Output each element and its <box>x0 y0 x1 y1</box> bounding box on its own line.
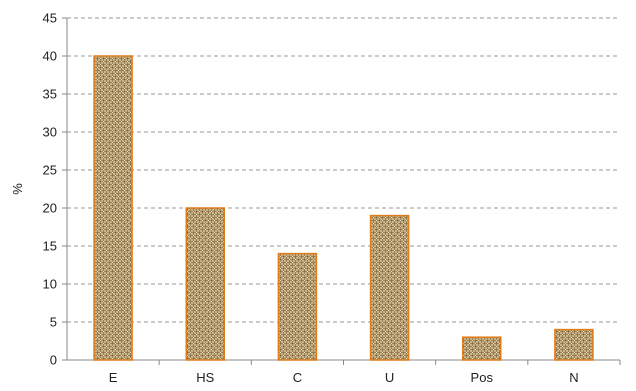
bar-n <box>554 328 594 361</box>
x-tick-label: HS <box>196 370 214 385</box>
bar-e <box>93 55 133 361</box>
y-tick-label: 40 <box>43 49 57 64</box>
bar-hs <box>185 207 225 361</box>
y-tick-label: 15 <box>43 239 57 254</box>
y-tick-label: 20 <box>43 201 57 216</box>
y-tick-label: 30 <box>43 125 57 140</box>
bar-c <box>277 252 318 361</box>
y-tick-label: 0 <box>50 353 57 368</box>
y-tick-label: 25 <box>43 163 57 178</box>
gridlines <box>67 17 620 323</box>
tick-labels: 0 5 10 15 20 25 30 35 40 45 E HS C U Pos N <box>43 11 579 386</box>
y-tick-label: 45 <box>43 11 57 26</box>
bars <box>93 55 594 361</box>
bar-u <box>369 214 410 361</box>
y-tick-label: 10 <box>43 277 57 292</box>
bar-pos <box>462 336 502 361</box>
x-tick-label: E <box>109 370 118 385</box>
axes <box>62 17 621 365</box>
x-tick-label: U <box>385 370 394 385</box>
y-axis-title: % <box>10 183 25 195</box>
y-tick-label: 35 <box>43 87 57 102</box>
x-tick-label: N <box>569 370 578 385</box>
x-tick-label: C <box>293 370 302 385</box>
x-tick-label: Pos <box>471 370 494 385</box>
y-tick-label: 5 <box>50 315 57 330</box>
